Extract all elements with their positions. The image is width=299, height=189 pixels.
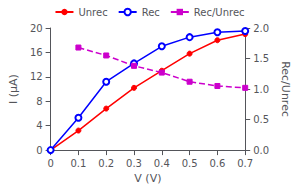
svg-text:20: 20 [30, 23, 43, 34]
svg-text:0.1: 0.1 [70, 158, 86, 169]
svg-text:0: 0 [47, 158, 53, 169]
svg-text:Rec/Unrec: Rec/Unrec [194, 7, 245, 18]
svg-text:16: 16 [30, 47, 43, 58]
svg-text:2.0: 2.0 [253, 23, 269, 34]
svg-text:0.2: 0.2 [98, 158, 114, 169]
svg-text:0.6: 0.6 [209, 158, 225, 169]
svg-text:0.7: 0.7 [237, 158, 253, 169]
svg-text:Unrec: Unrec [78, 7, 107, 18]
svg-text:4: 4 [36, 120, 42, 131]
svg-text:Rec/Unrec: Rec/Unrec [279, 61, 292, 117]
svg-text:0.5: 0.5 [182, 158, 198, 169]
svg-text:0: 0 [36, 145, 42, 156]
svg-text:0.5: 0.5 [253, 114, 269, 125]
svg-text:1.0: 1.0 [253, 84, 269, 95]
svg-text:12: 12 [30, 71, 43, 82]
svg-text:Rec: Rec [142, 7, 160, 18]
svg-text:0.4: 0.4 [154, 158, 170, 169]
svg-text:I (μA): I (μA) [7, 74, 20, 104]
svg-text:1.5: 1.5 [253, 53, 269, 64]
svg-text:0.3: 0.3 [126, 158, 142, 169]
svg-text:V (V): V (V) [134, 172, 161, 185]
svg-text:0.0: 0.0 [253, 145, 269, 156]
svg-text:8: 8 [36, 96, 42, 107]
